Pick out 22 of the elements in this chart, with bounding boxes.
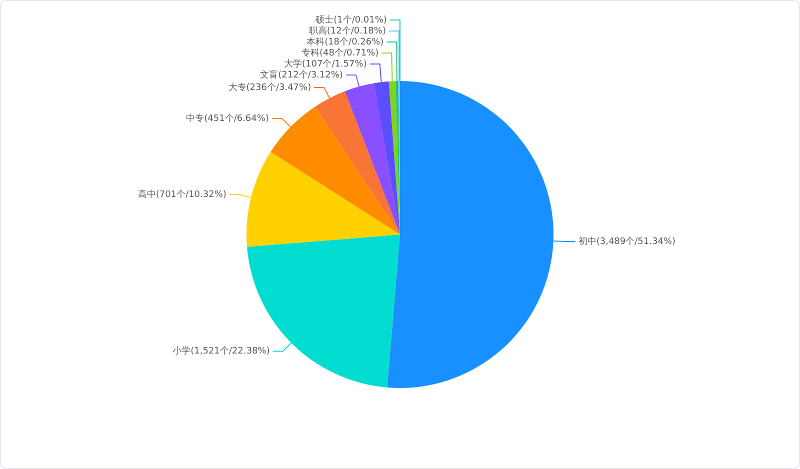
data-label: (107个/1.57%) bbox=[302, 58, 367, 70]
data-label: (1,521个/22.38%) bbox=[190, 346, 270, 357]
data-label: (1个/0.01%) bbox=[334, 14, 387, 26]
slice-label: 小学 bbox=[172, 346, 191, 357]
slice-label: 本科 bbox=[306, 36, 325, 48]
slice-label: 高中 bbox=[138, 188, 156, 200]
data-label: (18个/0.26%) bbox=[324, 36, 384, 48]
slice-label: 中专 bbox=[186, 112, 204, 124]
data-label: (48个/0.71%) bbox=[320, 47, 379, 58]
slice-label: 文盲 bbox=[260, 69, 278, 80]
data-label: (451个/6.64%) bbox=[204, 112, 269, 124]
slice-label: 初中 bbox=[578, 236, 596, 247]
data-label: (236个/3.47%) bbox=[246, 82, 312, 93]
slice-label: 硕士 bbox=[314, 14, 334, 26]
data-label: (12个/0.18%) bbox=[326, 25, 386, 36]
data-label: (701个/10.32%) bbox=[156, 188, 226, 200]
data-label: (212个/3.12%) bbox=[278, 69, 343, 80]
slice-label: 大专 bbox=[228, 82, 246, 93]
slice-label: 职高 bbox=[308, 25, 327, 36]
data-label: (3,489个/51.34%) bbox=[596, 236, 676, 247]
slice-label: 专科 bbox=[302, 47, 320, 58]
slice-label: 大学 bbox=[284, 58, 302, 70]
